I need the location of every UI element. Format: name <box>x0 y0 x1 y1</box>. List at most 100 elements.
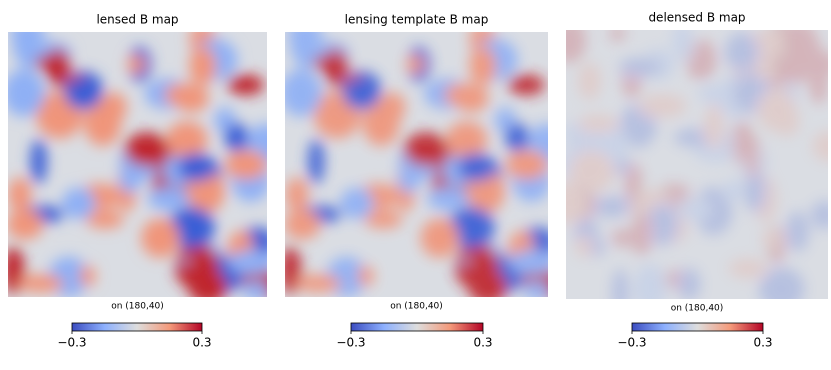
map-blob <box>124 132 169 167</box>
map-blob <box>792 30 822 75</box>
map-blob <box>619 57 663 77</box>
map-blob <box>285 177 309 212</box>
map-blob <box>619 103 657 148</box>
map-blob <box>509 250 548 275</box>
map-blob <box>743 168 767 213</box>
map-blob <box>308 139 325 185</box>
panel-title: lensing template B map <box>345 13 489 27</box>
map-blob <box>443 83 488 107</box>
map-blob <box>339 187 374 220</box>
map-blob <box>364 210 403 229</box>
map-blob <box>566 30 587 64</box>
map-blob <box>722 179 744 202</box>
colorbar <box>631 322 764 332</box>
map-blob <box>698 84 734 104</box>
map-blob <box>758 267 805 299</box>
map-blob <box>8 69 45 117</box>
map-blob <box>468 269 508 297</box>
map-blob <box>677 268 701 299</box>
map-blob <box>17 274 64 293</box>
map-blob <box>166 121 208 159</box>
map-blob <box>177 153 216 182</box>
colorbar-tick-label: −0.3 <box>336 336 365 350</box>
map-blob <box>168 206 215 249</box>
map-blob <box>342 79 381 110</box>
map-blob <box>285 69 323 117</box>
map-blob <box>61 187 96 220</box>
map <box>8 32 267 297</box>
map-blob <box>685 39 717 81</box>
map-blob <box>810 200 828 230</box>
map-blob <box>631 210 653 257</box>
map-blobs <box>8 32 267 297</box>
map-blob <box>189 46 216 86</box>
map-blob <box>147 186 190 211</box>
map-blob <box>79 265 96 287</box>
map-blob <box>385 107 402 124</box>
map-blob <box>569 150 615 194</box>
map-blob <box>163 83 209 107</box>
map-blob <box>405 55 425 74</box>
map-blob <box>427 186 470 211</box>
map-blob <box>35 54 72 72</box>
map-blob <box>224 123 249 153</box>
map-blob <box>786 211 809 252</box>
map-blob <box>624 162 643 205</box>
map-blob <box>126 55 146 74</box>
map-blob <box>645 202 680 246</box>
map-blob <box>505 149 548 180</box>
map-blob <box>188 269 227 297</box>
panel-title: delensed B map <box>648 11 745 25</box>
map-blob <box>575 236 592 258</box>
map-blob <box>678 199 712 221</box>
map-blob <box>633 264 667 299</box>
map-blob <box>578 62 601 101</box>
map-blob <box>294 274 342 293</box>
map-blob <box>30 139 47 185</box>
map-blob <box>577 114 619 134</box>
colorbar-tick-label: 0.3 <box>192 336 211 350</box>
colorbar <box>350 322 484 332</box>
colorbar-tick-label: −0.3 <box>617 336 646 350</box>
map-blob <box>420 218 459 258</box>
panel-subtitle: on (180,40) <box>390 302 443 312</box>
map-blob <box>448 206 495 249</box>
map-blob <box>724 32 761 73</box>
map-blob <box>523 281 548 297</box>
map-blob <box>357 265 374 287</box>
map-blob <box>107 107 124 124</box>
map-blob <box>119 167 140 194</box>
map-blob <box>704 103 724 150</box>
panel-title: lensed B map <box>96 13 178 27</box>
colorbar-tick-label: −0.3 <box>57 336 86 350</box>
panel-subtitle: on (180,40) <box>671 304 724 314</box>
map-blobs <box>566 30 828 299</box>
map-blob <box>224 149 267 180</box>
map-blob <box>612 268 629 299</box>
panel-subtitle: on (180,40) <box>111 302 164 312</box>
map-blob <box>694 186 733 235</box>
map-blob <box>505 123 529 153</box>
map-blob <box>728 258 768 278</box>
map-blob <box>445 121 488 159</box>
map-blob <box>812 131 828 161</box>
map-blob <box>672 30 693 61</box>
map-blob <box>639 94 687 118</box>
map <box>566 30 828 299</box>
map-blob <box>227 74 265 96</box>
map-blob <box>12 32 32 62</box>
map-blob <box>64 79 102 110</box>
map-blob <box>228 250 267 275</box>
map-blob <box>398 167 419 194</box>
map-blob <box>609 30 626 42</box>
map-blobs <box>285 32 548 297</box>
map-blob <box>469 46 496 86</box>
map-blob <box>141 218 180 258</box>
colorbar-tick-label: 0.3 <box>473 336 492 350</box>
map-blob <box>85 210 125 229</box>
map-blob <box>743 135 762 178</box>
colorbar <box>71 322 203 332</box>
map-blob <box>610 228 635 247</box>
map <box>285 32 548 297</box>
